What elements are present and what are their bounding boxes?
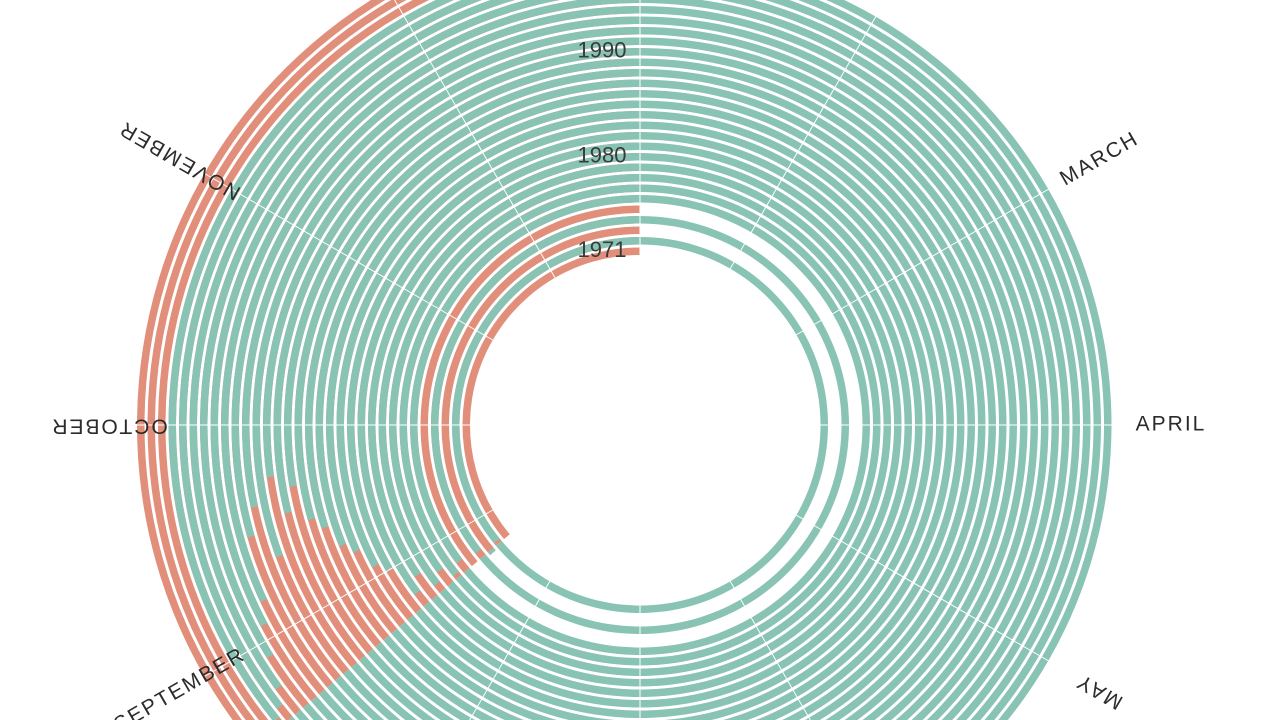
- year-tick-label: 1990: [578, 38, 627, 63]
- month-label: APRIL: [1136, 413, 1207, 436]
- radial-year-chart: MARCHAPRILMAYSEPTEMBEROCTOBERNOVEMBER197…: [0, 0, 1280, 720]
- year-tick-label: 1980: [578, 143, 627, 168]
- month-label: OCTOBER: [50, 414, 167, 437]
- year-tick-label: 1971: [578, 237, 627, 262]
